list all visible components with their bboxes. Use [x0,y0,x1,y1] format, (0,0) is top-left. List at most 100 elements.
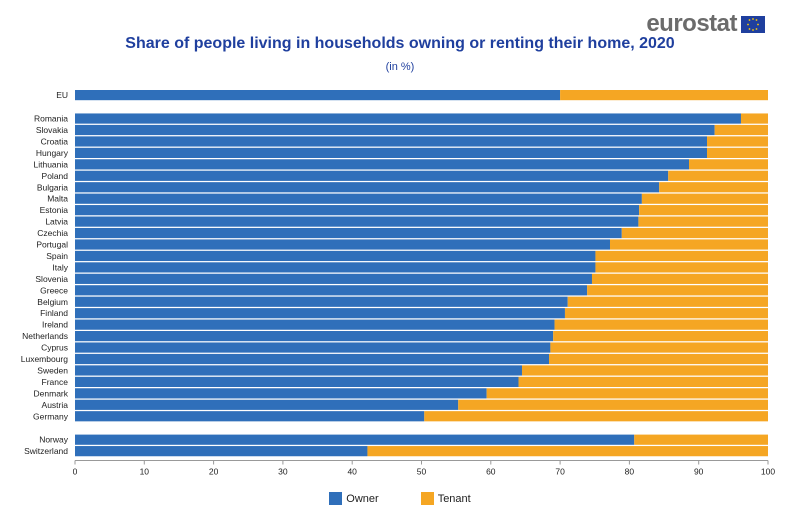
bar-tenant-germany [424,411,768,422]
bar-tenant-malta [641,193,768,204]
bar-owner-hungary [75,147,708,158]
category-label-luxembourg: Luxembourg [21,354,69,364]
bar-owner-croatia [75,136,708,147]
category-label-latvia: Latvia [45,217,68,227]
bar-owner-norway [75,434,635,445]
x-tick-label-50: 50 [417,467,427,476]
x-tick-label-0: 0 [73,467,78,476]
category-label-italy: Italy [52,262,68,272]
category-label-sweden: Sweden [37,365,68,375]
category-label-cyprus: Cyprus [41,343,68,353]
bar-owner-germany [75,411,425,422]
category-label-slovakia: Slovakia [36,125,68,135]
bar-tenant-spain [595,250,768,262]
bar-owner-romania [75,113,741,124]
chart-title: Share of people living in households own… [125,35,675,52]
bar-tenant-italy [595,262,768,273]
bar-tenant-belgium [567,296,768,307]
bar-owner-latvia [75,216,639,227]
category-label-austria: Austria [42,400,69,410]
bar-tenant-portugal [609,239,768,250]
legend-label-owner: Owner [346,492,379,505]
category-label-estonia: Estonia [40,205,69,215]
chart-legend: Owner Tenant [0,492,800,505]
bar-tenant-norway [634,434,768,445]
bar-tenant-cyprus [550,342,768,353]
category-label-poland: Poland [42,171,69,181]
bar-owner-denmark [75,388,487,399]
bar-tenant-luxembourg [549,353,768,365]
bar-owner-italy [75,262,596,273]
bar-tenant-eu [560,90,768,101]
legend-swatch-tenant [420,492,434,505]
x-tick-label-30: 30 [278,467,288,476]
category-label-norway: Norway [39,435,69,445]
category-label-netherlands: Netherlands [22,331,68,341]
bar-tenant-austria [458,399,768,410]
eurostat-logo: eurostat [646,10,765,38]
bar-owner-portugal [75,239,610,250]
bar-tenant-estonia [639,205,768,216]
bar-tenant-slovakia [714,124,768,136]
category-label-slovenia: Slovenia [35,274,68,284]
legend-item-tenant[interactable]: Tenant [420,492,471,505]
bar-owner-eu [75,90,561,101]
bar-tenant-romania [740,113,768,124]
x-tick-label-80: 80 [625,467,635,476]
category-label-malta: Malta [47,194,68,204]
category-label-bulgaria: Bulgaria [37,182,68,192]
legend-swatch-owner [329,492,343,505]
bar-owner-estonia [75,205,640,216]
bar-owner-spain [75,250,596,262]
bar-tenant-croatia [707,136,768,147]
bar-tenant-switzerland [367,446,768,457]
eu-flag-icon [741,15,765,33]
category-label-finland: Finland [40,308,68,318]
x-tick-label-40: 40 [347,467,357,476]
bar-owner-poland [75,170,669,181]
category-label-croatia: Croatia [41,136,69,146]
bar-owner-switzerland [75,446,368,457]
category-label-germany: Germany [33,411,69,421]
bar-tenant-hungary [707,147,768,158]
category-label-romania: Romania [34,114,68,124]
x-tick-label-90: 90 [694,467,704,476]
bar-tenant-bulgaria [659,182,768,193]
bar-tenant-sweden [521,365,768,376]
bar-tenant-denmark [486,388,768,399]
bar-owner-netherlands [75,331,554,342]
bar-owner-bulgaria [75,182,660,193]
bar-owner-sweden [75,365,522,376]
category-label-czechia: Czechia [37,228,68,238]
bar-owner-belgium [75,296,568,307]
bar-tenant-france [518,376,768,387]
category-label-belgium: Belgium [37,297,68,307]
category-label-ireland: Ireland [42,320,68,330]
bar-tenant-finland [564,308,768,319]
bar-tenant-netherlands [553,331,768,342]
bar-tenant-latvia [638,216,768,227]
category-label-switzerland: Switzerland [24,446,68,456]
bar-owner-cyprus [75,342,551,353]
bar-owner-luxembourg [75,353,550,365]
legend-label-tenant: Tenant [437,492,471,505]
x-tick-label-20: 20 [209,467,219,476]
bar-owner-czechia [75,227,622,239]
bar-tenant-czechia [621,227,768,239]
bar-tenant-slovenia [591,273,768,284]
category-label-greece: Greece [40,285,68,295]
bar-tenant-ireland [554,319,768,330]
bar-owner-ireland [75,319,555,330]
legend-item-owner[interactable]: Owner [329,492,379,505]
bar-owner-france [75,376,519,387]
bar-owner-malta [75,193,642,204]
category-label-denmark: Denmark [34,388,69,398]
category-label-eu: EU [56,90,68,100]
x-tick-label-10: 10 [140,467,150,476]
bar-tenant-greece [587,285,768,296]
category-label-portugal: Portugal [36,240,68,250]
bar-owner-slovakia [75,124,715,136]
bar-tenant-poland [668,170,768,181]
bar-owner-greece [75,285,588,296]
category-label-france: France [42,377,69,387]
